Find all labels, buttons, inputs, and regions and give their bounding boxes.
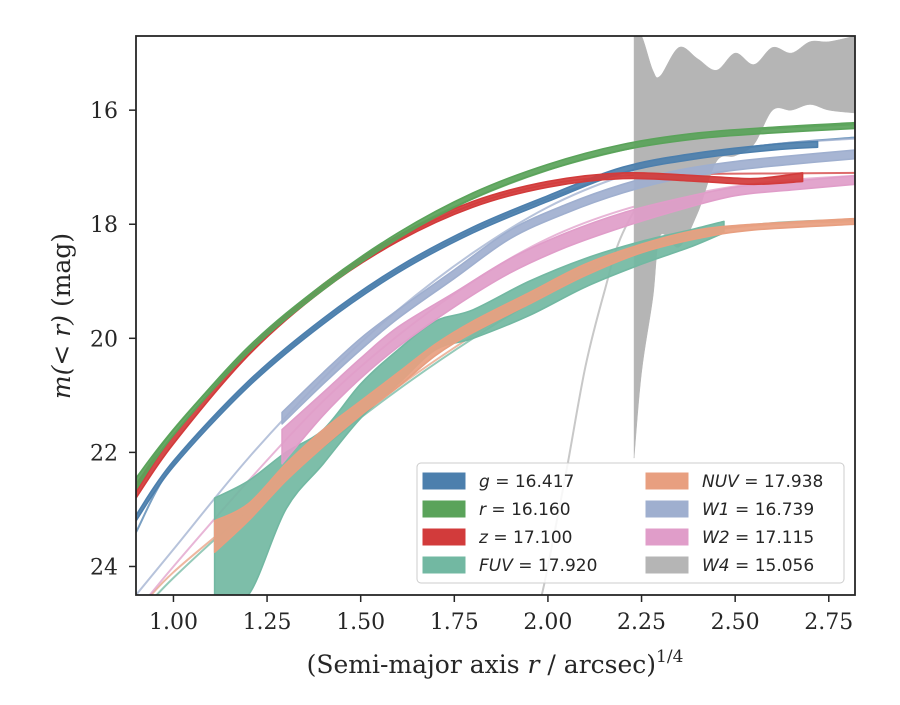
x-tick-label: 2.50 xyxy=(711,610,760,635)
x-axis-title: (Semi-major axis r / arcsec)1/4 xyxy=(307,647,684,679)
legend-label-W4: W4 = 15.056 xyxy=(702,556,814,576)
legend-label-r: r = 16.160 xyxy=(479,500,571,520)
legend-label-W2: W2 = 17.115 xyxy=(702,528,814,548)
y-tick-label: 22 xyxy=(90,441,118,466)
y-tick-label: 24 xyxy=(90,555,118,580)
legend-swatch-g xyxy=(422,472,466,490)
x-tick-label: 1.50 xyxy=(336,610,385,635)
y-tick-label: 20 xyxy=(90,327,118,352)
x-tick-label: 2.75 xyxy=(804,610,853,635)
band-g xyxy=(136,140,819,522)
x-tick-label: 2.25 xyxy=(617,610,666,635)
legend-swatch-W2 xyxy=(645,528,689,546)
legend-swatch-r xyxy=(422,500,466,518)
legend-label-W1: W1 = 16.739 xyxy=(702,500,814,520)
legend-swatch-FUV xyxy=(422,556,466,574)
y-tick-label: 16 xyxy=(90,99,118,124)
legend-label-g: g = 16.417 xyxy=(479,472,574,492)
legend-label-FUV: FUV = 17.920 xyxy=(479,556,597,576)
legend-swatch-W1 xyxy=(645,500,689,518)
legend-box xyxy=(416,462,845,584)
legend-label-NUV: NUV = 17.938 xyxy=(702,472,823,492)
band-W1 xyxy=(281,149,855,425)
band-W2 xyxy=(281,174,855,465)
legend-swatch-NUV xyxy=(645,472,689,490)
legend-label-z: z = 17.100 xyxy=(478,528,572,548)
plot-frame xyxy=(135,35,856,596)
legend-swatch-z xyxy=(422,528,466,546)
x-tick-label: 1.00 xyxy=(149,610,198,635)
x-tick-label: 2.00 xyxy=(523,610,572,635)
x-axis: 1.00 1.25 1.50 1.75 2.00 2.25 2.50 2.75 xyxy=(149,595,853,635)
band-NUV xyxy=(213,217,855,554)
y-axis-title: m(< r) (mag) xyxy=(47,233,76,399)
x-tick-label: 1.75 xyxy=(430,610,479,635)
legend: g = 16.417 r = 16.160 z = 17.100 FUV = 17.9… xyxy=(416,462,845,584)
y-axis: 16 18 20 22 24 xyxy=(90,99,136,580)
y-tick-label: 18 xyxy=(90,213,118,238)
legend-swatch-W4 xyxy=(645,556,689,574)
x-tick-label: 1.25 xyxy=(243,610,292,635)
